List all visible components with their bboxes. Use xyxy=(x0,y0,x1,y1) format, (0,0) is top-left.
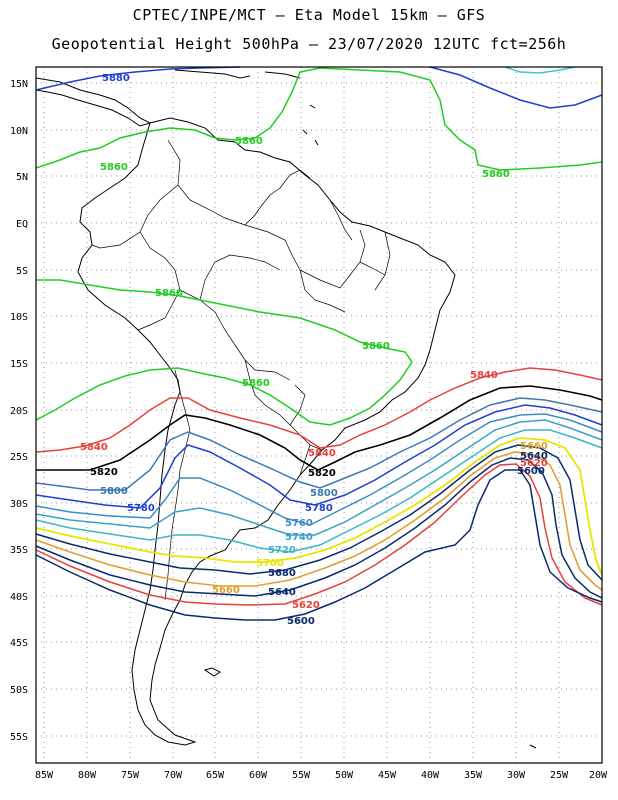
contour-label: 5600 xyxy=(287,616,315,627)
lat-label: 30S xyxy=(10,499,28,510)
latitude-labels: 15N 10N 5N EQ 5S 10S 15S 20S 25S 30S 35S… xyxy=(10,79,28,743)
contour-label: 5840 xyxy=(308,448,336,459)
lon-label: 35W xyxy=(464,770,483,781)
lat-label: 25S xyxy=(10,452,28,463)
contour-label: 5720 xyxy=(268,545,296,556)
contour-label: 5800 xyxy=(100,486,128,497)
contour-label: 5640 xyxy=(268,587,296,598)
contour-label: 5780 xyxy=(127,503,155,514)
contour-label: 5620 xyxy=(292,600,320,611)
lon-label: 45W xyxy=(378,770,397,781)
map-title-line2: Geopotential Height 500hPa – 23/07/2020 … xyxy=(51,35,567,53)
lon-label: 40W xyxy=(421,770,440,781)
contour-label: 5860 xyxy=(242,378,270,389)
lon-label: 80W xyxy=(78,770,97,781)
contour-label: 5620 xyxy=(520,458,548,469)
contour-label: 5780 xyxy=(305,503,333,514)
lat-label: 15N xyxy=(10,79,28,90)
contour-label: 5660 xyxy=(520,441,548,452)
lon-label: 25W xyxy=(550,770,569,781)
lat-label: 5S xyxy=(16,266,28,277)
lon-label: 70W xyxy=(164,770,183,781)
contour-label: 5820 xyxy=(308,468,336,479)
longitude-labels: 85W 80W 75W 70W 65W 60W 55W 50W 45W 40W … xyxy=(35,770,608,781)
contour-label: 5860 xyxy=(155,288,183,299)
contour-label: 5820 xyxy=(90,467,118,478)
lat-label: 40S xyxy=(10,592,28,603)
height-contours xyxy=(35,66,603,621)
lat-label: 5N xyxy=(16,172,28,183)
contour-label: 5860 xyxy=(482,169,510,180)
map-frame xyxy=(35,66,603,764)
contour-label: 5860 xyxy=(362,341,390,352)
lat-label: 20S xyxy=(10,406,28,417)
contour-label: 5700 xyxy=(256,558,284,569)
lon-label: 50W xyxy=(335,770,354,781)
lon-label: 75W xyxy=(121,770,140,781)
lon-label: 65W xyxy=(206,770,225,781)
contour-label: 5640 xyxy=(520,451,548,462)
lat-label: 35S xyxy=(10,545,28,556)
contour-label: 5860 xyxy=(235,136,263,147)
contour-label: 5660 xyxy=(212,585,240,596)
lon-label: 55W xyxy=(292,770,311,781)
lat-label: 10N xyxy=(10,126,28,137)
coastlines xyxy=(35,69,537,749)
lat-label: 50S xyxy=(10,685,28,696)
contour-label: 5740 xyxy=(285,532,313,543)
lat-label: EQ xyxy=(16,219,28,230)
lat-label: 45S xyxy=(10,638,28,649)
country-borders xyxy=(91,139,391,601)
contour-label: 5840 xyxy=(80,442,108,453)
contour-label: 5680 xyxy=(268,568,296,579)
lat-label: 55S xyxy=(10,732,28,743)
lon-label: 60W xyxy=(249,770,268,781)
lat-lon-grid xyxy=(36,67,602,763)
map-title-line1: CPTEC/INPE/MCT – Eta Model 15km – GFS xyxy=(132,6,486,24)
contour-label: 5860 xyxy=(100,162,128,173)
lat-label: 15S xyxy=(10,359,28,370)
contour-label: 5800 xyxy=(310,488,338,499)
lon-label: 20W xyxy=(589,770,608,781)
contour-labels: 5880 5860 5860 5860 5860 5860 5860 5840 … xyxy=(80,73,548,627)
lon-label: 30W xyxy=(507,770,526,781)
lon-label: 85W xyxy=(35,770,54,781)
contour-label: 5600 xyxy=(517,466,545,477)
contour-label: 5760 xyxy=(285,518,313,529)
contour-label: 5840 xyxy=(470,370,498,381)
lat-label: 10S xyxy=(10,312,28,323)
contour-label: 5880 xyxy=(102,73,130,84)
